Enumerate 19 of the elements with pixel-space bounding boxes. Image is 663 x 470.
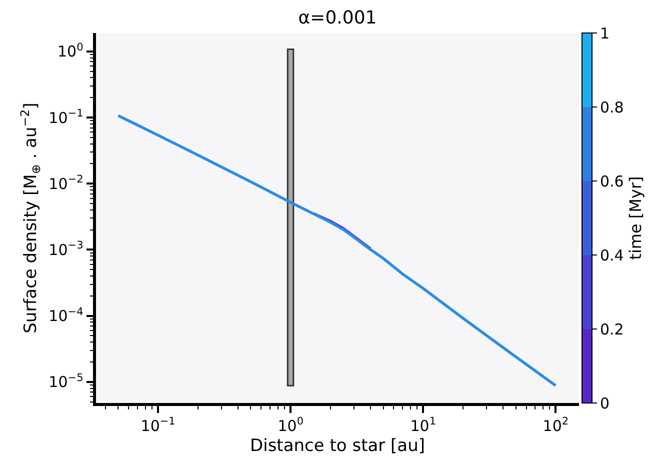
- y-tick-label: 10$^{−4}$: [48, 306, 84, 326]
- x-tick-label: 10$^{0}$: [278, 415, 304, 435]
- chart-title: α=0.001: [298, 7, 377, 28]
- y-tick-label: 10$^{−5}$: [48, 372, 84, 392]
- color-bar-label: 0: [600, 394, 610, 412]
- y-tick-label: 10$^{−1}$: [48, 107, 84, 127]
- color-bar-label: 0.8: [600, 98, 624, 116]
- y-tick-label: 10$^{−3}$: [48, 240, 84, 259]
- x-tick-label: 10$^{2}$: [542, 415, 569, 435]
- color-bar-label: 1: [600, 24, 610, 42]
- color-bar-title: time [Myr]: [626, 176, 645, 260]
- x-axis-title: Distance to star [au]: [250, 436, 425, 456]
- y-tick-label: 10$^{0}$: [57, 41, 84, 61]
- y-tick-label: 10$^{−2}$: [48, 174, 84, 193]
- color-bar-label: 0.6: [600, 172, 624, 190]
- color-bar-label: 0.4: [600, 246, 624, 264]
- x-tick-label: 10$^{1}$: [410, 415, 436, 435]
- x-tick-label: 10$^{−1}$: [140, 415, 176, 435]
- color-bar-label: 0.2: [600, 320, 624, 338]
